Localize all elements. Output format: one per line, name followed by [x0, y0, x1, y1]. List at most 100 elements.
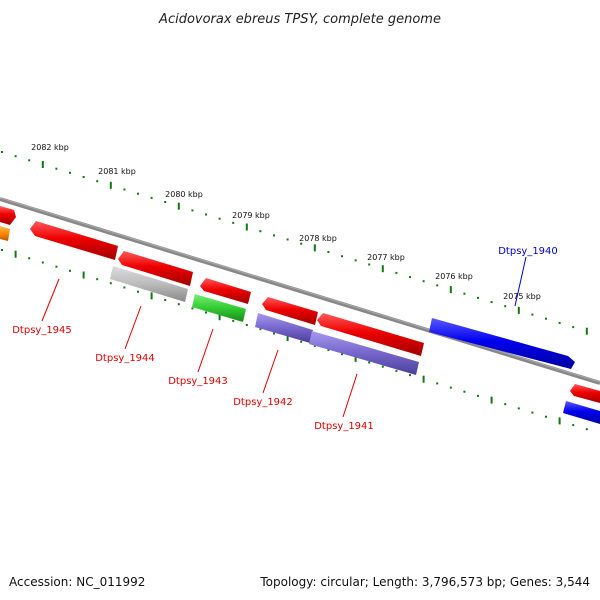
minor-tick [245, 324, 248, 326]
gene-feature[interactable] [30, 221, 118, 260]
minor-tick [436, 284, 439, 287]
minor-tick [96, 278, 99, 281]
gene-feature[interactable] [200, 278, 251, 304]
minor-tick [1, 151, 3, 153]
minor-tick [69, 171, 71, 174]
minor-tick [205, 213, 207, 216]
minor-tick [395, 369, 398, 372]
minor-tick [55, 167, 58, 170]
major-tick [41, 161, 44, 168]
minor-tick [55, 265, 58, 268]
minor-tick [28, 257, 31, 260]
major-tick [558, 417, 561, 425]
minor-tick [137, 192, 139, 195]
major-tick [14, 250, 17, 258]
tick-label: 2078 kbp [299, 234, 337, 243]
minor-tick [531, 313, 534, 316]
minor-tick [572, 424, 575, 427]
tick-labels: 2082 kbp 2081 kbp 2080 kbp 2079 kbp 2078… [31, 143, 541, 301]
minor-tick [368, 263, 371, 266]
tick-label: 2076 kbp [435, 272, 473, 281]
leader-line [514, 256, 527, 307]
major-tick [286, 334, 289, 341]
gene-feature[interactable] [0, 226, 10, 241]
minor-tick [381, 365, 384, 368]
minor-tick [14, 155, 17, 158]
minor-tick [232, 221, 235, 224]
minor-tick [477, 296, 479, 299]
minor-tick [109, 282, 112, 285]
minor-tick [545, 415, 547, 418]
minor-tick [28, 159, 31, 162]
minor-tick [368, 361, 371, 364]
gene-feature[interactable] [0, 206, 16, 225]
minor-tick [82, 176, 85, 178]
tick-label: 2079 kbp [232, 211, 270, 220]
minor-tick [545, 317, 547, 320]
gene-feature[interactable] [262, 297, 318, 325]
major-tick [177, 202, 180, 210]
major-tick [449, 286, 452, 294]
map-title: Acidovorax ebreus TPSY, complete genome [158, 12, 441, 27]
minor-tick [585, 428, 588, 431]
major-tick [245, 223, 248, 231]
gene-label-dtpsy-1944[interactable]: Dtpsy_1944 [95, 353, 155, 364]
tick-label: 2077 kbp [367, 253, 405, 262]
minor-tick [177, 303, 180, 306]
minor-tick [273, 332, 275, 335]
minor-tick [531, 411, 534, 414]
accession-text: Accession: NC_011992 [9, 575, 145, 589]
minor-tick [286, 238, 289, 241]
tick-label: 2081 kbp [98, 167, 136, 176]
gene-label-dtpsy-1943[interactable]: Dtpsy_1943 [168, 376, 228, 387]
minor-tick [422, 280, 425, 283]
leader-line [41, 278, 60, 322]
minor-tick [504, 403, 507, 406]
minor-tick [409, 276, 411, 279]
leader-line [262, 349, 279, 394]
minor-tick [137, 290, 139, 293]
major-tick [313, 244, 316, 252]
gene-feature[interactable] [570, 384, 600, 403]
minor-tick [259, 230, 262, 233]
minor-tick [436, 382, 439, 385]
gene-feature[interactable] [110, 266, 188, 302]
minor-tick [123, 286, 126, 289]
gene-label-dtpsy-1941[interactable]: Dtpsy_1941 [314, 421, 374, 432]
gene-feature[interactable] [563, 401, 600, 424]
gene-feature[interactable] [317, 313, 424, 356]
minor-tick [354, 259, 357, 262]
minor-tick [558, 321, 561, 324]
minor-tick [69, 269, 71, 272]
leader-line [342, 373, 358, 418]
gene-label-dtpsy-1945[interactable]: Dtpsy_1945 [12, 325, 72, 336]
minor-tick [327, 349, 330, 351]
minor-tick [1, 249, 3, 251]
upper-tick-track [1, 151, 588, 335]
minor-tick [123, 188, 126, 191]
gene-feature[interactable] [192, 294, 246, 322]
gene-label-dtpsy-1942[interactable]: Dtpsy_1942 [233, 397, 293, 408]
major-tick [354, 354, 357, 362]
minor-tick [205, 311, 207, 314]
tick-label: 2075 kbp [503, 292, 541, 301]
minor-tick [218, 217, 221, 220]
minor-tick [191, 307, 194, 310]
genome-backbone-highlight [0, 197, 600, 383]
gene-feature[interactable] [429, 318, 575, 369]
minor-tick [572, 326, 575, 329]
gene-feature[interactable] [118, 251, 193, 286]
minor-tick [477, 394, 479, 397]
minor-tick [463, 292, 466, 295]
minor-tick [300, 340, 303, 343]
gene-feature[interactable] [309, 331, 419, 375]
gene-feature[interactable] [255, 313, 313, 343]
leader-line [197, 328, 214, 373]
genome-summary-text: Topology: circular; Length: 3,796,573 bp… [259, 575, 590, 589]
major-tick [150, 292, 153, 300]
gene-label-dtpsy-1940[interactable]: Dtpsy_1940 [498, 246, 558, 257]
minor-tick [504, 305, 507, 308]
minor-tick [300, 242, 303, 245]
minor-tick [191, 209, 194, 212]
